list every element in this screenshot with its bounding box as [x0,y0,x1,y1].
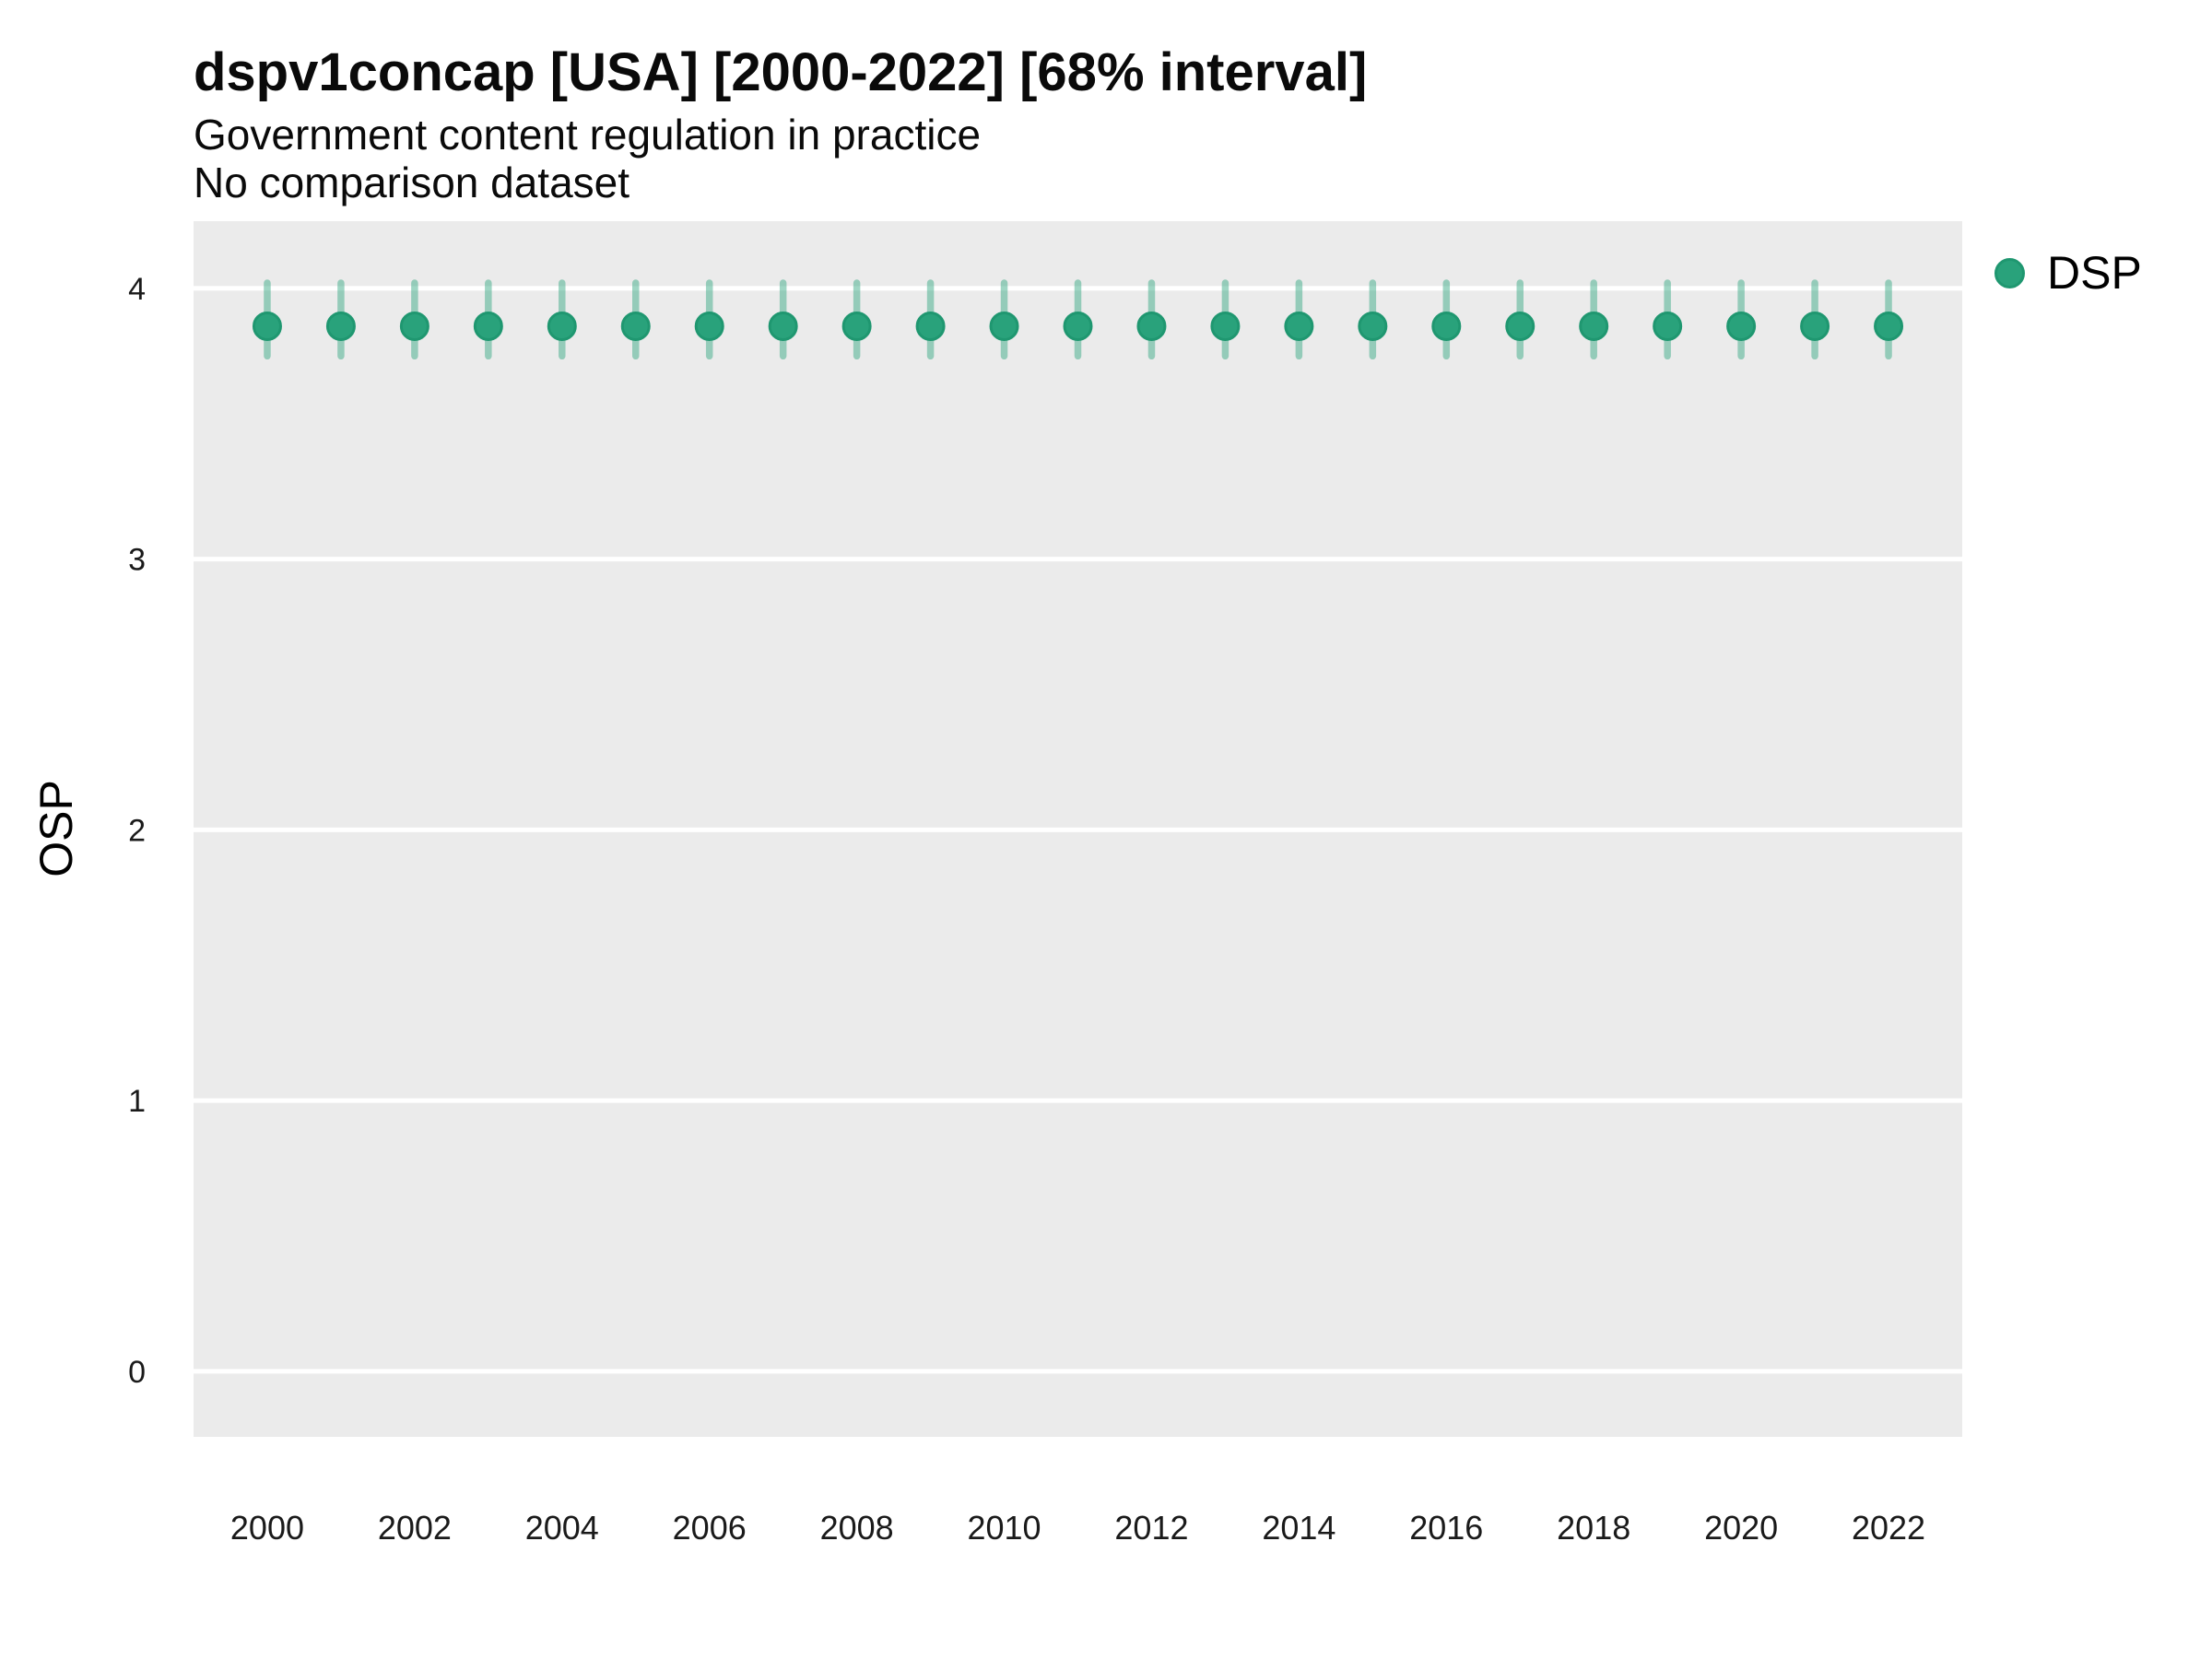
data-point [1210,311,1241,341]
y-tick-label: 3 [128,543,146,578]
x-tick-label: 2018 [1557,1509,1630,1547]
data-point [1284,311,1314,341]
data-point [325,311,356,341]
data-point [1431,311,1462,341]
legend: DSP [1994,250,2142,296]
data-point [252,311,282,341]
legend-label: DSP [2047,247,2142,299]
data-point [1505,311,1535,341]
data-point [620,311,651,341]
legend-point-icon [1994,257,2025,288]
y-tick-label: 2 [128,813,146,848]
y-axis-title: OSP [30,780,82,877]
data-point [768,311,798,341]
data-point [399,311,429,341]
x-tick-label: 2000 [230,1509,304,1547]
x-tick-label: 2012 [1114,1509,1188,1547]
x-tick-label: 2008 [820,1509,894,1547]
y-tick-label: 1 [128,1084,146,1119]
data-point [915,311,946,341]
data-point [1063,311,1093,341]
data-point [1800,311,1830,341]
x-tick-label: 2020 [1704,1509,1778,1547]
y-tick-label: 0 [128,1355,146,1390]
data-point [989,311,1019,341]
data-point [1136,311,1167,341]
x-tick-label: 2014 [1262,1509,1335,1547]
data-point [1726,311,1757,341]
chart-subtitle-line1: Government content regulation in practic… [194,111,982,159]
data-point [1874,311,1904,341]
x-tick-label: 2002 [378,1509,452,1547]
y-tick-label: 4 [128,272,146,307]
chart-title: dspv1concap [USA] [2000-2022] [68% inter… [194,42,1368,102]
data-point [1579,311,1609,341]
x-tick-label: 2016 [1409,1509,1483,1547]
x-tick-label: 2004 [525,1509,599,1547]
data-point [1653,311,1683,341]
chart-subtitle-line2: No comparison dataset [194,159,630,206]
x-tick-label: 2006 [673,1509,747,1547]
data-point [841,311,872,341]
data-point [1358,311,1388,341]
data-point [547,311,577,341]
x-tick-label: 2022 [1852,1509,1925,1547]
data-point [473,311,503,341]
x-tick-label: 2010 [967,1509,1041,1547]
data-point [694,311,724,341]
